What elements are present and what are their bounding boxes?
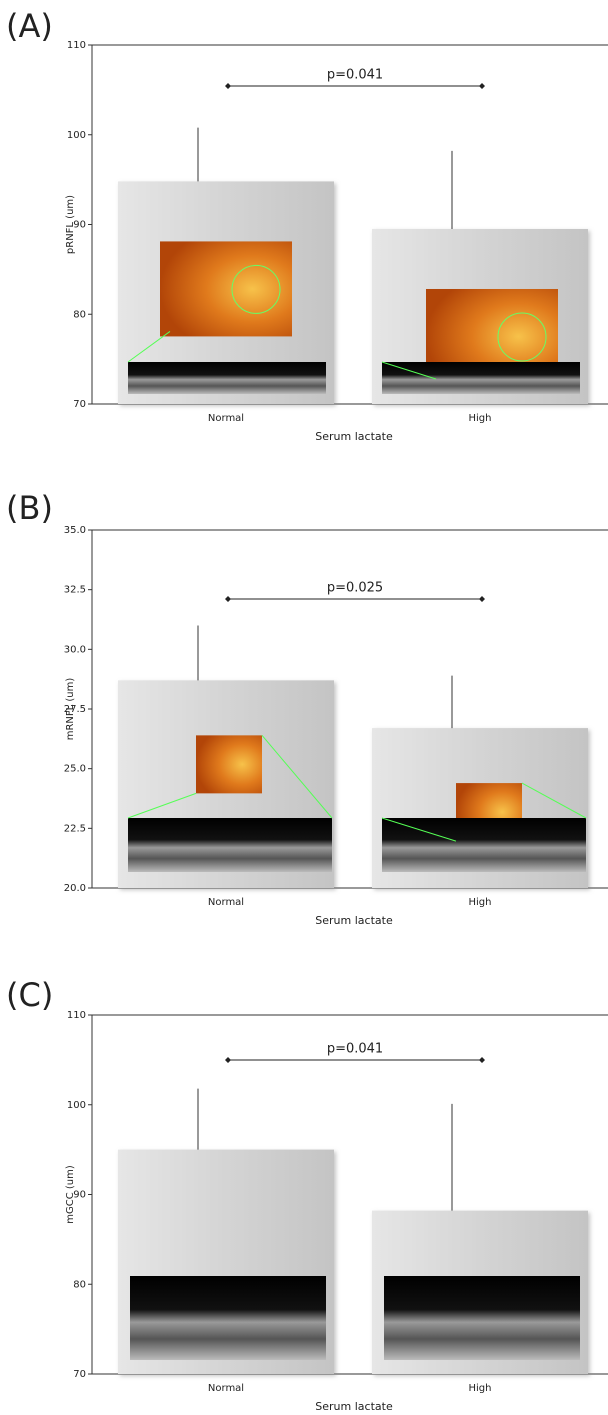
- panel-label: (A): [6, 7, 53, 45]
- oct-image: [128, 362, 326, 394]
- fundus-image: [160, 241, 292, 336]
- y-tick-label: 25.0: [64, 764, 86, 775]
- y-tick-label: 35.0: [64, 525, 86, 536]
- x-axis-label: Serum lactate: [315, 914, 393, 927]
- fundus-image: [196, 735, 262, 793]
- oct-image: [128, 818, 332, 872]
- y-tick-label: 80: [73, 309, 86, 320]
- p-value: p=0.041: [327, 68, 383, 83]
- panel-label: (B): [6, 489, 53, 527]
- y-tick-label: 100: [67, 130, 86, 141]
- figure: (A)708090100110pRNFL (um)Serum lactateNo…: [0, 0, 608, 1415]
- y-tick-label: 100: [67, 1100, 86, 1111]
- y-tick-label: 70: [73, 399, 86, 410]
- oct-image: [384, 1276, 580, 1360]
- oct-image: [382, 818, 586, 872]
- panel-label: (C): [6, 976, 53, 1014]
- oct-image: [130, 1276, 326, 1360]
- x-tick-label: High: [469, 897, 492, 908]
- y-tick-label: 32.5: [64, 585, 86, 596]
- x-tick-label: Normal: [208, 413, 244, 424]
- y-tick-label: 110: [67, 1010, 86, 1021]
- y-tick-label: 70: [73, 1369, 86, 1380]
- y-tick-label: 30.0: [64, 644, 86, 655]
- x-tick-label: Normal: [208, 1383, 244, 1394]
- x-axis-label: Serum lactate: [315, 430, 393, 443]
- x-tick-label: Normal: [208, 897, 244, 908]
- x-axis-label: Serum lactate: [315, 1400, 393, 1413]
- y-tick-label: 20.0: [64, 883, 86, 894]
- oct-image: [382, 362, 580, 394]
- y-axis-label: pRNFL (um): [65, 195, 76, 254]
- p-value: p=0.041: [327, 1042, 383, 1057]
- y-tick-label: 80: [73, 1279, 86, 1290]
- p-value: p=0.025: [327, 581, 383, 596]
- y-axis-label: mGCC (um): [65, 1165, 76, 1224]
- y-axis-label: mRNFL (um): [65, 678, 76, 741]
- x-tick-label: High: [469, 1383, 492, 1394]
- y-tick-label: 110: [67, 40, 86, 51]
- y-tick-label: 22.5: [64, 823, 86, 834]
- x-tick-label: High: [469, 413, 492, 424]
